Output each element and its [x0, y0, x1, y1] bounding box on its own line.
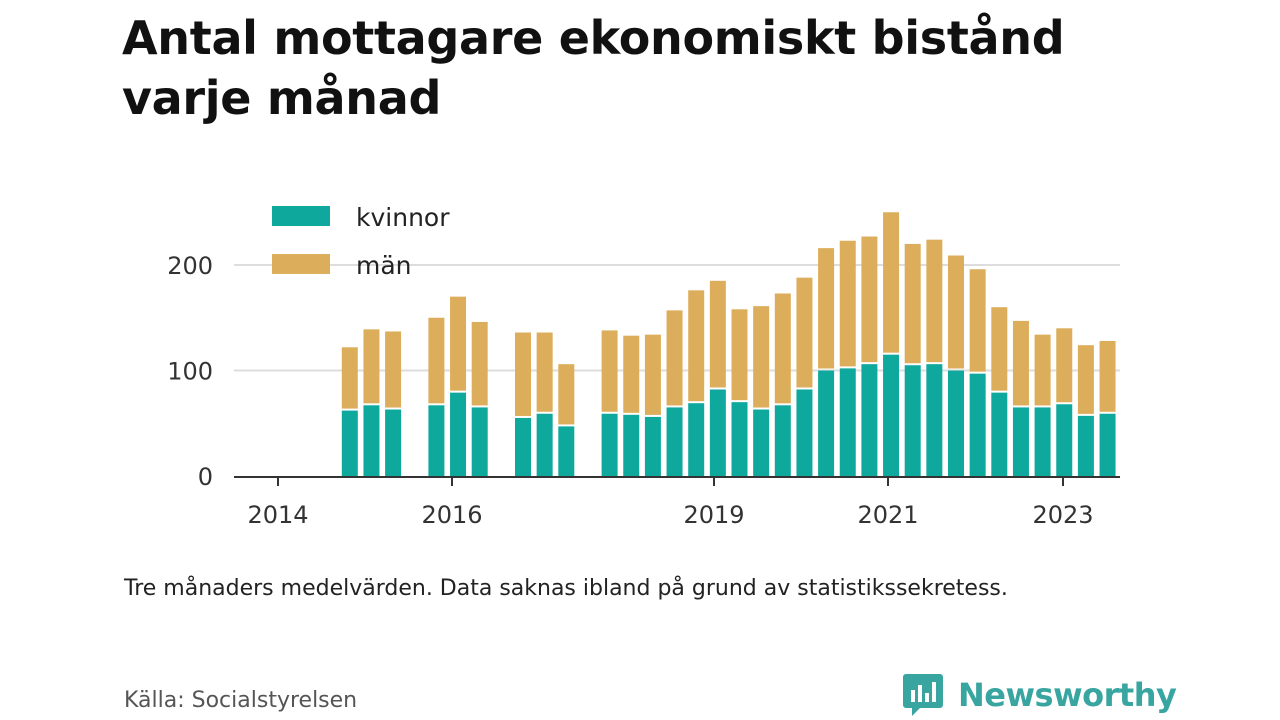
bar-man-12 — [558, 364, 575, 425]
bar-kvinnor-7 — [450, 392, 467, 476]
bars — [341, 212, 1116, 476]
bar-man-30 — [948, 255, 964, 369]
bar-kvinnor-37 — [1099, 413, 1116, 476]
bar-kvinnor-27 — [883, 354, 900, 476]
bar-man-10 — [515, 332, 531, 416]
bar-kvinnor-4 — [385, 409, 402, 476]
bar-kvinnor-33 — [1012, 407, 1029, 476]
bar-kvinnor-15 — [623, 414, 640, 476]
bar-man-33 — [1012, 320, 1029, 406]
bar-man-22 — [774, 293, 791, 404]
bar-man-27 — [883, 212, 900, 353]
bar-man-7 — [450, 296, 467, 391]
bar-kvinnor-30 — [948, 370, 964, 476]
legend-swatch-man — [272, 254, 330, 274]
bar-man-6 — [428, 317, 445, 404]
bar-man-19 — [709, 280, 726, 388]
bar-man-37 — [1099, 340, 1116, 412]
bar-man-24 — [818, 248, 835, 369]
x-tick-label-2019: 2019 — [683, 501, 744, 529]
chart-note: Tre månaders medelvärden. Data saknas ib… — [124, 576, 1008, 601]
x-tick-label-2014: 2014 — [247, 501, 308, 529]
bar-man-21 — [753, 306, 770, 408]
stacked-bar-chart: 2014 2016 2019 2021 2023 0 100 200 kvinnor män — [167, 203, 1120, 529]
legend-label-kvinnor: kvinnor — [356, 203, 450, 232]
bar-man-3 — [363, 329, 380, 404]
bar-kvinnor-14 — [601, 413, 618, 476]
bar-kvinnor-11 — [536, 413, 553, 476]
bar-kvinnor-18 — [688, 403, 705, 476]
bar-man-28 — [904, 243, 921, 364]
bar-kvinnor-2 — [341, 410, 358, 476]
bar-man-15 — [623, 335, 640, 413]
bar-kvinnor-34 — [1034, 407, 1051, 476]
bar-man-36 — [1077, 345, 1094, 414]
bar-kvinnor-20 — [731, 402, 748, 476]
y-tick-label-100: 100 — [167, 358, 213, 386]
bar-kvinnor-21 — [753, 409, 770, 476]
bar-kvinnor-22 — [774, 405, 791, 476]
bar-kvinnor-26 — [861, 364, 878, 476]
bar-kvinnor-16 — [644, 416, 661, 476]
bar-man-17 — [666, 310, 683, 406]
bar-kvinnor-29 — [926, 364, 943, 476]
bar-man-34 — [1034, 334, 1051, 406]
bar-kvinnor-6 — [428, 405, 445, 476]
bar-man-32 — [991, 307, 1008, 391]
legend-swatch-kvinnor — [272, 206, 330, 226]
bar-man-11 — [536, 332, 553, 412]
legend: kvinnor män — [272, 203, 450, 280]
brand-name: Newsworthy — [958, 676, 1177, 714]
x-tick-label-2021: 2021 — [857, 501, 918, 529]
bar-kvinnor-8 — [471, 407, 488, 476]
bar-kvinnor-3 — [363, 405, 380, 476]
x-tick-label-2023: 2023 — [1032, 501, 1093, 529]
bar-man-2 — [341, 347, 358, 409]
x-axis-ticks: 2014 2016 2019 2021 2023 — [247, 478, 1094, 529]
bar-kvinnor-25 — [839, 368, 856, 476]
bar-man-20 — [731, 309, 748, 401]
chart-title: Antal mottagare ekonomiskt bistånd varje… — [122, 11, 1065, 125]
bar-man-14 — [601, 330, 618, 412]
y-axis-ticks: 0 100 200 — [167, 252, 213, 491]
bar-man-25 — [839, 240, 856, 367]
bar-man-23 — [796, 277, 813, 388]
y-tick-label-200: 200 — [167, 252, 213, 280]
bar-man-18 — [688, 290, 705, 402]
bar-kvinnor-12 — [558, 426, 575, 476]
bar-man-26 — [861, 236, 878, 363]
bar-kvinnor-17 — [666, 407, 683, 476]
bar-kvinnor-19 — [709, 389, 726, 476]
x-tick-label-2016: 2016 — [421, 501, 482, 529]
bar-kvinnor-24 — [818, 370, 835, 476]
bar-kvinnor-28 — [904, 365, 921, 476]
bar-man-35 — [1056, 328, 1073, 403]
bar-kvinnor-32 — [991, 392, 1008, 476]
bar-man-16 — [644, 334, 661, 415]
newsworthy-logo: Newsworthy — [902, 672, 1177, 718]
bar-kvinnor-10 — [515, 417, 531, 476]
bar-man-29 — [926, 239, 943, 363]
source-text: Källa: Socialstyrelsen — [124, 688, 358, 713]
bar-kvinnor-31 — [969, 373, 986, 476]
bar-man-8 — [471, 321, 488, 406]
bar-man-31 — [969, 269, 986, 372]
bar-kvinnor-23 — [796, 389, 813, 476]
bar-kvinnor-35 — [1056, 404, 1073, 476]
bar-kvinnor-36 — [1077, 415, 1094, 476]
bar-chart-speech-icon — [903, 674, 943, 716]
bar-man-4 — [385, 331, 402, 408]
y-tick-label-0: 0 — [198, 463, 213, 491]
legend-label-man: män — [356, 251, 412, 280]
